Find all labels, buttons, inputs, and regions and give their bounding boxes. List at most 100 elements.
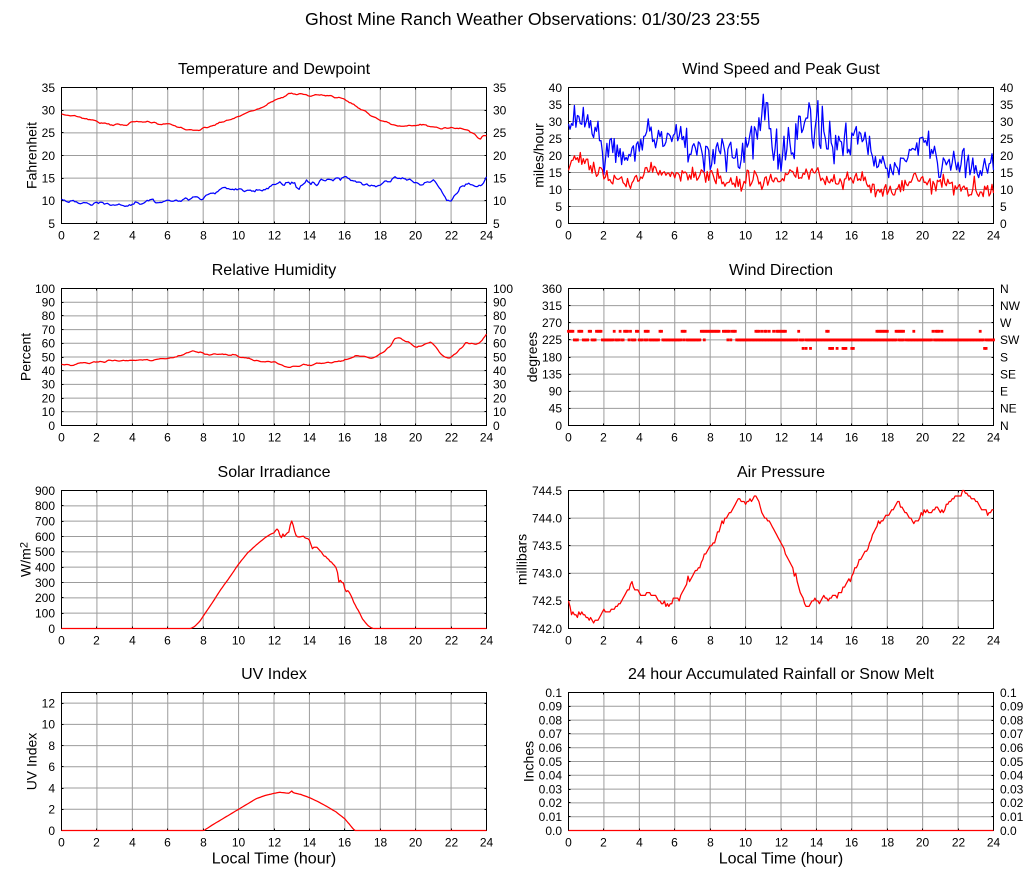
svg-text:742.0: 742.0 — [532, 622, 562, 636]
svg-text:10: 10 — [42, 194, 56, 208]
svg-text:10: 10 — [739, 634, 753, 648]
svg-text:12: 12 — [268, 634, 282, 648]
svg-text:0: 0 — [1000, 217, 1007, 231]
svg-text:5: 5 — [48, 217, 55, 231]
svg-text:360: 360 — [542, 282, 562, 296]
svg-text:Local Time (hour): Local Time (hour) — [719, 851, 844, 868]
svg-text:315: 315 — [542, 299, 562, 313]
svg-text:5: 5 — [1000, 200, 1007, 214]
svg-text:20: 20 — [916, 431, 930, 445]
svg-text:Fahrenheit: Fahrenheit — [23, 122, 39, 189]
svg-text:24: 24 — [987, 634, 1001, 648]
svg-text:12: 12 — [42, 696, 56, 710]
svg-text:W: W — [1000, 316, 1012, 330]
svg-text:20: 20 — [42, 149, 56, 163]
svg-text:50: 50 — [493, 350, 507, 364]
svg-text:10: 10 — [42, 405, 56, 419]
svg-text:4: 4 — [636, 229, 643, 243]
svg-text:0: 0 — [555, 419, 562, 433]
svg-text:30: 30 — [493, 378, 507, 392]
svg-text:4: 4 — [129, 431, 136, 445]
svg-text:744.0: 744.0 — [532, 511, 562, 525]
svg-text:20: 20 — [1000, 149, 1014, 163]
svg-text:14: 14 — [303, 836, 317, 850]
svg-text:10: 10 — [1000, 183, 1014, 197]
svg-text:2: 2 — [93, 836, 100, 850]
svg-text:0: 0 — [565, 431, 572, 445]
svg-text:Local Time (hour): Local Time (hour) — [212, 851, 337, 868]
svg-text:20: 20 — [409, 431, 423, 445]
svg-text:743.5: 743.5 — [532, 539, 562, 553]
svg-text:W/m2: W/m2 — [17, 542, 33, 577]
svg-text:70: 70 — [493, 323, 507, 337]
svg-text:Percent: Percent — [17, 333, 33, 381]
svg-text:0: 0 — [565, 229, 572, 243]
svg-text:20: 20 — [916, 229, 930, 243]
svg-text:10: 10 — [232, 634, 246, 648]
svg-text:600: 600 — [35, 530, 55, 544]
svg-text:0: 0 — [565, 836, 572, 850]
svg-text:12: 12 — [268, 836, 282, 850]
svg-text:0.09: 0.09 — [1000, 700, 1024, 714]
svg-text:14: 14 — [303, 634, 317, 648]
svg-text:SW: SW — [1000, 333, 1020, 347]
svg-text:0.04: 0.04 — [1000, 769, 1024, 783]
svg-text:22: 22 — [445, 229, 459, 243]
svg-text:700: 700 — [35, 515, 55, 529]
svg-text:0: 0 — [58, 431, 65, 445]
svg-text:5: 5 — [493, 217, 500, 231]
svg-text:0.02: 0.02 — [539, 796, 563, 810]
svg-text:20: 20 — [42, 391, 56, 405]
svg-text:30: 30 — [1000, 115, 1014, 129]
svg-text:10: 10 — [493, 405, 507, 419]
svg-text:24: 24 — [480, 229, 494, 243]
svg-text:16: 16 — [338, 634, 352, 648]
svg-text:25: 25 — [493, 126, 507, 140]
svg-text:8: 8 — [200, 229, 207, 243]
svg-text:0.02: 0.02 — [1000, 796, 1024, 810]
svg-text:8: 8 — [707, 431, 714, 445]
svg-text:Relative Humidity: Relative Humidity — [212, 262, 336, 279]
svg-text:18: 18 — [881, 634, 895, 648]
svg-text:35: 35 — [549, 98, 563, 112]
svg-text:0: 0 — [48, 419, 55, 433]
svg-text:18: 18 — [374, 431, 388, 445]
svg-text:25: 25 — [1000, 132, 1014, 146]
svg-text:12: 12 — [775, 229, 789, 243]
svg-text:0: 0 — [48, 824, 55, 838]
svg-text:0.1: 0.1 — [1000, 686, 1017, 700]
svg-text:10: 10 — [232, 836, 246, 850]
svg-text:8: 8 — [707, 229, 714, 243]
svg-text:8: 8 — [48, 739, 55, 753]
svg-text:45: 45 — [549, 402, 563, 416]
svg-text:0: 0 — [58, 229, 65, 243]
svg-text:0.03: 0.03 — [1000, 782, 1024, 796]
svg-text:18: 18 — [881, 229, 895, 243]
svg-text:0: 0 — [48, 622, 55, 636]
svg-text:0.04: 0.04 — [539, 769, 563, 783]
svg-text:6: 6 — [164, 634, 171, 648]
svg-text:NW: NW — [1000, 299, 1021, 313]
svg-text:2: 2 — [93, 431, 100, 445]
svg-text:15: 15 — [549, 166, 563, 180]
svg-text:18: 18 — [881, 431, 895, 445]
svg-text:20: 20 — [409, 836, 423, 850]
svg-text:16: 16 — [845, 229, 859, 243]
svg-text:20: 20 — [916, 634, 930, 648]
svg-text:2: 2 — [600, 634, 607, 648]
svg-text:4: 4 — [636, 634, 643, 648]
svg-text:20: 20 — [409, 634, 423, 648]
svg-text:24: 24 — [987, 836, 1001, 850]
svg-text:744.5: 744.5 — [532, 484, 562, 498]
svg-text:miles/hour: miles/hour — [531, 123, 547, 188]
svg-text:60: 60 — [42, 337, 56, 351]
svg-text:18: 18 — [374, 836, 388, 850]
svg-text:0.05: 0.05 — [1000, 755, 1024, 769]
svg-text:14: 14 — [303, 229, 317, 243]
svg-text:6: 6 — [671, 634, 678, 648]
svg-text:22: 22 — [445, 431, 459, 445]
svg-text:UV Index: UV Index — [241, 666, 307, 683]
svg-text:Wind Speed and Peak Gust: Wind Speed and Peak Gust — [682, 61, 880, 78]
svg-text:10: 10 — [739, 229, 753, 243]
svg-text:Wind Direction: Wind Direction — [729, 262, 833, 279]
